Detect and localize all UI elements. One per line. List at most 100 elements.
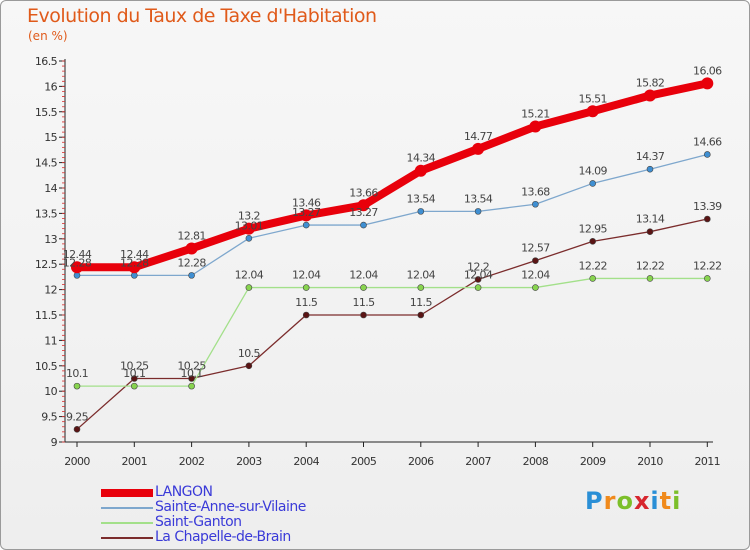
data-point xyxy=(71,261,83,274)
data-point xyxy=(532,257,539,264)
data-point xyxy=(188,272,195,279)
data-label: 12.44 xyxy=(120,248,149,261)
data-label: 12.95 xyxy=(578,222,607,235)
data-point xyxy=(414,164,427,177)
data-label: 12.22 xyxy=(636,259,665,272)
data-point xyxy=(188,382,195,390)
data-label: 10.1 xyxy=(123,367,145,380)
data-point xyxy=(701,77,714,90)
legend-swatch xyxy=(101,522,153,524)
data-point xyxy=(131,375,138,382)
y-tick-label: 14.5 xyxy=(35,157,58,170)
y-tick-label: 15 xyxy=(44,131,57,144)
x-tick-label: 2004 xyxy=(293,455,319,468)
data-label: 14.37 xyxy=(636,150,665,163)
data-label: 12.28 xyxy=(120,256,149,269)
data-label: 13.66 xyxy=(349,186,378,199)
data-point xyxy=(474,276,482,283)
y-tick-label: 10 xyxy=(44,385,57,398)
data-point xyxy=(589,275,597,282)
data-point xyxy=(586,105,599,118)
data-point xyxy=(417,284,425,291)
x-tick-label: 2006 xyxy=(408,455,434,468)
y-tick-label: 16 xyxy=(44,80,57,93)
data-point xyxy=(703,215,711,223)
logo-letter: i xyxy=(672,487,682,515)
data-point xyxy=(188,375,195,382)
logo-letter: x xyxy=(633,487,651,515)
data-label: 15.82 xyxy=(636,77,665,90)
data-label: 13.27 xyxy=(349,206,378,219)
data-label: 12.28 xyxy=(177,256,206,269)
x-tick-label: 2010 xyxy=(637,455,663,468)
y-tick-label: 13.5 xyxy=(35,207,58,220)
data-label: 13.68 xyxy=(521,185,550,198)
x-tick-label: 2005 xyxy=(351,455,377,468)
data-label: 11.5 xyxy=(295,296,318,309)
data-label: 15.21 xyxy=(521,108,550,121)
data-point xyxy=(646,165,654,173)
data-label: 15.51 xyxy=(578,92,607,105)
data-point xyxy=(417,208,425,215)
y-tick-label: 9.5 xyxy=(41,411,57,424)
legend-swatch xyxy=(101,489,153,497)
series-line-0 xyxy=(73,79,712,272)
data-point xyxy=(589,180,597,187)
data-label: 11.5 xyxy=(352,296,375,309)
data-label: 13.54 xyxy=(464,192,493,205)
y-tick-label: 15.5 xyxy=(35,106,58,119)
data-point xyxy=(73,272,81,279)
data-label: 12.04 xyxy=(407,269,436,282)
data-point xyxy=(73,425,81,433)
logo-letter: o xyxy=(616,487,634,515)
logo-letter: r xyxy=(603,487,617,515)
data-point xyxy=(245,284,253,291)
data-label: 14.66 xyxy=(693,135,722,148)
data-label: 11.5 xyxy=(410,296,433,309)
data-point xyxy=(360,221,367,229)
data-point xyxy=(646,228,654,235)
data-point xyxy=(703,151,711,158)
data-label: 12.04 xyxy=(292,269,321,282)
data-point xyxy=(529,120,542,133)
series-line-3 xyxy=(76,218,708,430)
x-tick-label: 2002 xyxy=(179,455,205,468)
data-point xyxy=(302,221,310,229)
data-label: 12.44 xyxy=(63,248,92,261)
chart-title: Evolution du Taux de Taxe d'Habitation xyxy=(27,5,377,27)
data-point xyxy=(532,200,539,208)
data-label: 9.25 xyxy=(66,410,89,423)
y-tick-label: 13 xyxy=(44,233,57,246)
data-label: 10.5 xyxy=(238,347,261,360)
x-tick-label: 2009 xyxy=(580,455,606,468)
data-label: 12.81 xyxy=(177,229,206,242)
data-label: 16.06 xyxy=(693,64,722,77)
data-point xyxy=(128,261,141,274)
data-label: 12.22 xyxy=(693,259,722,272)
y-tick-label: 10.5 xyxy=(35,360,58,373)
logo-letter: t xyxy=(659,487,673,515)
legend-swatch xyxy=(101,537,153,539)
data-point xyxy=(472,142,485,155)
data-point xyxy=(360,284,367,291)
data-label: 13.54 xyxy=(407,192,436,205)
data-point xyxy=(360,311,367,319)
y-tick-label: 11.5 xyxy=(35,309,58,322)
y-tick-label: 12 xyxy=(44,284,57,297)
data-point xyxy=(245,234,253,242)
y-tick-label: 9 xyxy=(51,436,58,449)
x-tick-label: 2003 xyxy=(236,455,262,468)
data-point xyxy=(302,284,310,291)
data-label: 14.34 xyxy=(407,152,436,165)
data-point xyxy=(646,275,654,282)
x-tick-label: 2000 xyxy=(64,455,90,468)
data-label: 10.25 xyxy=(177,360,206,373)
data-label: 13.2 xyxy=(238,210,260,223)
data-point xyxy=(644,89,656,102)
data-label: 12.57 xyxy=(521,242,550,255)
series-line-1 xyxy=(76,153,708,277)
proxiti-logo: Proxiti xyxy=(585,487,681,515)
data-label: 10.1 xyxy=(181,367,203,380)
